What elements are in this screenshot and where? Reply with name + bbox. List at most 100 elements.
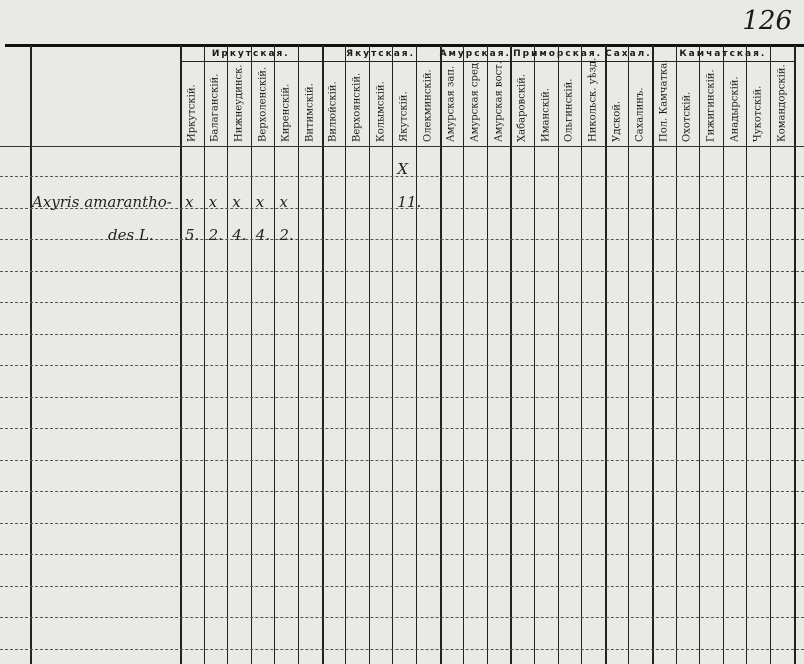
- species-name-line1: Axyris amarantho-: [32, 193, 172, 211]
- column-border: [628, 45, 630, 664]
- header-rule: [5, 44, 804, 47]
- column-label: Амурская сред.: [469, 59, 481, 142]
- column-label: Балаганскій.: [209, 73, 221, 142]
- column-header: Никольск. уѣзд.: [581, 58, 605, 146]
- column-label: Никольск. уѣзд.: [587, 57, 599, 142]
- column-border: [770, 45, 771, 664]
- handwritten-mark: x: [208, 193, 218, 211]
- handwritten-mark: 2.: [279, 226, 294, 244]
- column-label: Ольгинскій.: [563, 78, 575, 142]
- column-border: [298, 45, 299, 664]
- handwritten-mark: 2.: [208, 226, 223, 244]
- ruled-line: [0, 428, 804, 429]
- page-number: 126: [742, 6, 792, 36]
- ruled-line: [0, 334, 804, 335]
- column-header: Ольгинскій.: [558, 62, 582, 146]
- handwritten-mark: 4.: [255, 226, 271, 244]
- ruled-line: [0, 491, 804, 492]
- column-border: [486, 45, 488, 664]
- column-border: [699, 45, 701, 664]
- column-label: Пол. Камчатка.: [658, 59, 670, 142]
- column-border: [345, 45, 347, 664]
- column-header: Чукотскій.: [746, 62, 770, 146]
- column-border: [227, 45, 229, 664]
- handwritten-mark: X: [397, 160, 409, 178]
- handwritten-mark: x: [255, 193, 265, 211]
- column-label: Амурская зап.: [445, 65, 457, 142]
- ruled-line: [0, 397, 804, 398]
- column-label: Гижигинскій.: [705, 69, 717, 142]
- column-header: Иманскій.: [534, 62, 558, 146]
- column-header: Верхоянскій.: [345, 62, 369, 146]
- ruled-line: [0, 365, 804, 366]
- column-header: Амурская сред.: [463, 59, 487, 146]
- species-name-line2: des L.: [108, 226, 154, 244]
- column-label: Командорскій.: [776, 64, 788, 142]
- column-label: Якутскій.: [398, 91, 410, 142]
- column-header: Витимскій.: [298, 62, 322, 146]
- handwritten-mark: x: [279, 193, 288, 211]
- ruled-line: [0, 271, 804, 272]
- column-border: [368, 45, 370, 664]
- column-border: [463, 45, 465, 664]
- column-border: [203, 45, 205, 664]
- group-header: Амурская.: [439, 47, 511, 62]
- handwritten-mark: x: [185, 193, 194, 211]
- column-header: Удской.: [605, 62, 629, 146]
- column-header: Киренскій.: [274, 62, 298, 146]
- handwritten-mark: x: [232, 193, 241, 211]
- column-header: Пол. Камчатка.: [652, 59, 676, 146]
- column-label: Нижнеудинск.: [233, 64, 245, 142]
- column-header: Гижигинскій.: [699, 62, 723, 146]
- column-border: [392, 45, 394, 664]
- column-header: Верхоленскій.: [251, 62, 275, 146]
- handwritten-mark: 5.: [185, 226, 200, 244]
- column-border: [746, 45, 748, 664]
- column-label: Верхоянскій.: [351, 72, 363, 142]
- ruled-line: [0, 208, 804, 209]
- header-bottom-rule: [0, 146, 804, 147]
- column-header: Командорскій.: [770, 62, 794, 146]
- ruled-line: [0, 617, 804, 618]
- column-header: Колымскій.: [369, 62, 393, 146]
- group-border: [180, 45, 182, 664]
- column-label: Колымскій.: [375, 81, 387, 142]
- column-label: Удской.: [611, 100, 623, 142]
- column-border: [534, 45, 535, 664]
- group-border: [652, 45, 654, 664]
- name-column-border: [30, 45, 32, 664]
- ruled-line: [0, 649, 804, 650]
- column-label: Хабаровскій.: [516, 73, 528, 142]
- group-border: [604, 45, 607, 664]
- column-border: [722, 45, 724, 664]
- column-label: Анадырскій.: [729, 76, 741, 142]
- column-border: [557, 45, 559, 664]
- ruled-line: [0, 239, 804, 240]
- column-border: [250, 45, 252, 664]
- ruled-line: [0, 586, 804, 587]
- column-header: Сахалинъ.: [628, 62, 652, 146]
- column-border: [274, 45, 276, 664]
- column-header: Амурская вост.: [487, 61, 511, 146]
- column-label: Иркутскій.: [186, 84, 198, 142]
- column-label: Чукотскій.: [752, 85, 764, 142]
- column-label: Киренскій.: [280, 83, 292, 142]
- column-header: Хабаровскій.: [510, 62, 534, 146]
- column-label: Охотскій.: [681, 91, 693, 142]
- column-label: Верхоленскій.: [257, 66, 269, 142]
- handwritten-mark: 4.: [232, 226, 247, 244]
- column-label: Сахалинъ.: [634, 87, 646, 142]
- column-label: Амурская вост.: [493, 61, 505, 142]
- column-header: Вилюйскій.: [322, 62, 346, 146]
- column-label: Иманскій.: [540, 87, 552, 142]
- column-header: Амурская зап.: [440, 62, 464, 146]
- ruled-line: [0, 176, 804, 177]
- ruled-line: [0, 460, 804, 461]
- column-header: Якутскій.: [392, 62, 416, 146]
- ruled-line: [0, 523, 804, 524]
- column-header: Охотскій.: [676, 62, 700, 146]
- ruled-line: [0, 554, 804, 555]
- column-border: [581, 45, 583, 664]
- group-header: Якутская.: [321, 47, 440, 62]
